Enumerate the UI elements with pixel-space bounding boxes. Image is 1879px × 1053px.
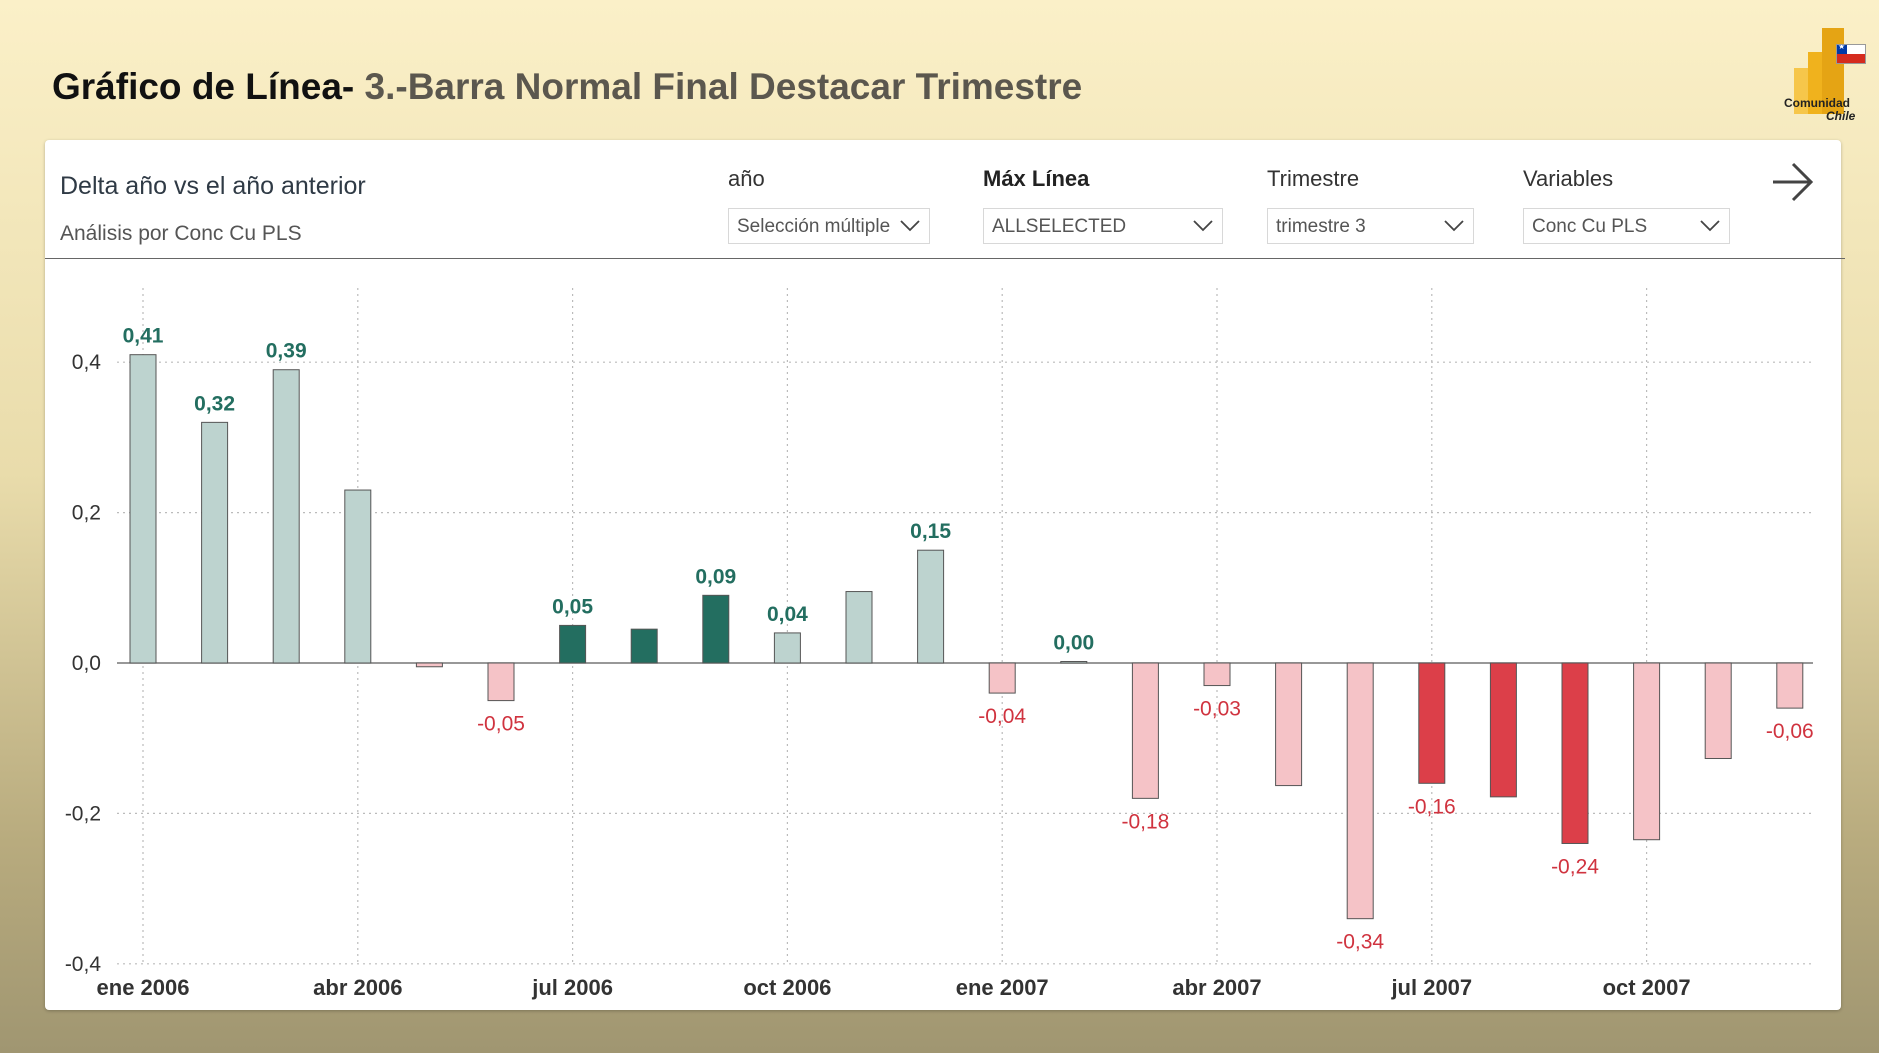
chart-gridlines — [117, 288, 1813, 965]
arrow-right-icon[interactable] — [1769, 158, 1817, 206]
bar — [1776, 662, 1804, 709]
bar — [201, 421, 229, 664]
data-label: 0,00 — [1053, 631, 1094, 654]
slicer-ano-value: Selección múltiple — [737, 216, 891, 237]
y-tick-label: 0,2 — [72, 502, 101, 525]
bar — [988, 662, 1016, 694]
slicer-max-linea-dropdown[interactable]: ALLSELECTED — [983, 208, 1223, 244]
page-title-rest: 3.-Barra Normal Final Destacar Trimestre — [354, 66, 1083, 107]
slicer-variables: Variables Conc Cu PLS — [1523, 166, 1730, 244]
slicer-ano-dropdown[interactable]: Selección múltiple — [728, 208, 930, 244]
header-divider — [45, 258, 1845, 259]
bar — [630, 628, 658, 664]
logo-text-comunidad: Comunidad — [1784, 96, 1850, 110]
slicer-max-linea-label: Máx Línea — [983, 166, 1090, 191]
data-label: 0,04 — [767, 603, 808, 626]
chart-bars — [129, 354, 1804, 920]
bar — [1704, 662, 1732, 760]
data-label: 0,41 — [123, 325, 164, 348]
bar — [1346, 662, 1374, 920]
visual-title: Delta año vs el año anterior — [60, 172, 366, 200]
chevron-down-icon — [900, 220, 920, 232]
data-label: -0,24 — [1551, 855, 1599, 878]
bar — [917, 549, 945, 664]
bar — [845, 591, 873, 664]
visual-subtitle: Análisis por Conc Cu PLS — [60, 222, 302, 245]
data-label: -0,18 — [1121, 810, 1169, 833]
bar — [487, 662, 515, 702]
page-title: Gráfico de Línea- 3.-Barra Normal Final … — [52, 62, 1082, 112]
x-tick-label: abr 2007 — [1172, 975, 1261, 1000]
bar — [272, 369, 300, 664]
slicer-trimestre-value: trimestre 3 — [1276, 216, 1366, 237]
slicer-trimestre-label: Trimestre — [1267, 166, 1360, 191]
bar — [1275, 662, 1303, 787]
x-tick-label: abr 2006 — [313, 975, 402, 1000]
logo-text-chile: Chile — [1826, 109, 1856, 123]
slicer-max-linea-value: ALLSELECTED — [992, 216, 1127, 237]
bar — [1633, 662, 1661, 841]
bar-chart: 0,41 0,32 0,39 -0,05 0,05 0,09 0,04 0,15 -0,04 0,… — [65, 288, 1814, 1000]
data-label: 0,39 — [266, 340, 307, 363]
x-tick-label: ene 2007 — [956, 975, 1049, 1000]
bar — [702, 594, 730, 664]
slicer-max-linea: Máx Línea ALLSELECTED — [983, 166, 1223, 244]
bar — [129, 354, 157, 664]
slicer-ano: año Selección múltiple — [728, 166, 930, 244]
slicer-ano-label: año — [728, 166, 765, 191]
bar — [1203, 662, 1231, 687]
slicer-variables-dropdown[interactable]: Conc Cu PLS — [1523, 208, 1730, 244]
bar — [1131, 662, 1159, 799]
y-tick-label: 0,4 — [72, 351, 102, 374]
bar — [1060, 660, 1088, 664]
y-tick-label: -0,4 — [65, 953, 102, 976]
bar — [1418, 662, 1446, 784]
y-tick-label: 0,0 — [72, 652, 101, 675]
data-label: 0,15 — [910, 520, 951, 543]
flag-star-icon: ★ — [1838, 44, 1846, 51]
chile-flag-icon: ★ — [1836, 44, 1866, 64]
data-label: 0,09 — [695, 565, 736, 588]
chart-data-labels: 0,41 0,32 0,39 -0,05 0,05 0,09 0,04 0,15 -0,04 0,… — [123, 325, 1814, 954]
data-label: -0,05 — [477, 713, 525, 736]
data-label: 0,05 — [552, 595, 593, 618]
bar — [415, 662, 443, 668]
x-tick-label: oct 2007 — [1603, 975, 1691, 1000]
slicer-trimestre-dropdown[interactable]: trimestre 3 — [1267, 208, 1474, 244]
x-tick-label: jul 2007 — [1390, 975, 1472, 1000]
slicer-variables-label: Variables — [1523, 166, 1614, 191]
slicer-trimestre: Trimestre trimestre 3 — [1267, 166, 1474, 244]
y-tick-label: -0,2 — [65, 802, 101, 825]
slicer-variables-value: Conc Cu PLS — [1532, 216, 1648, 237]
x-tick-label: ene 2006 — [97, 975, 190, 1000]
bar — [1561, 662, 1589, 844]
data-label: -0,03 — [1193, 698, 1241, 721]
chevron-down-icon — [1700, 220, 1720, 232]
bar — [559, 624, 587, 664]
x-tick-label: oct 2006 — [743, 975, 831, 1000]
data-label: -0,16 — [1408, 795, 1456, 818]
data-label: -0,04 — [978, 705, 1026, 728]
x-tick-label: jul 2006 — [531, 975, 613, 1000]
bar — [1489, 662, 1517, 798]
chevron-down-icon — [1193, 220, 1213, 232]
data-label: -0,34 — [1336, 931, 1384, 954]
chevron-down-icon — [1444, 220, 1464, 232]
bar — [773, 632, 801, 664]
data-label: -0,06 — [1766, 720, 1814, 743]
page-title-main: Gráfico de Línea- — [52, 66, 355, 107]
bar — [344, 489, 372, 664]
comunidad-chile-logo: ★ Comunidad Chile — [1772, 22, 1868, 126]
data-label: 0,32 — [194, 392, 235, 415]
chart-axes: -0,4 -0,2 0,0 0,2 0,4 ene 2006 abr 2006 jul 200… — [65, 351, 1691, 1000]
